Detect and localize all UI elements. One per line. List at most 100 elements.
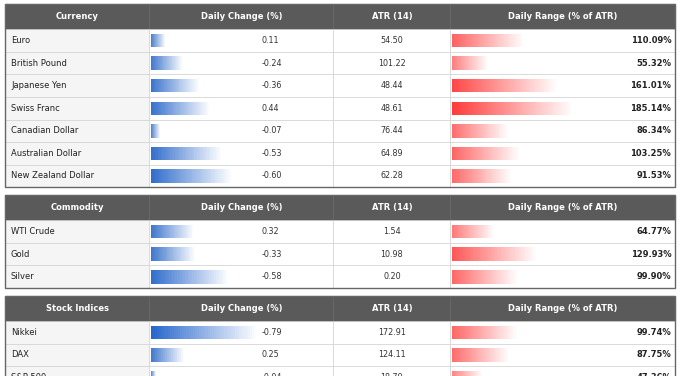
Bar [179, 79, 180, 92]
Bar [456, 124, 458, 138]
Bar [509, 34, 510, 47]
Bar [480, 124, 481, 138]
Bar [522, 34, 524, 47]
Bar [500, 34, 502, 47]
Bar [163, 169, 165, 183]
Bar [454, 225, 455, 238]
Bar [150, 265, 333, 288]
Bar [166, 102, 167, 115]
Bar [494, 124, 495, 138]
Bar [222, 326, 224, 339]
Bar [467, 34, 469, 47]
Bar [509, 147, 510, 160]
Bar [514, 102, 516, 115]
Bar [493, 225, 494, 238]
Bar [450, 165, 675, 187]
Bar [239, 326, 241, 339]
Bar [509, 79, 511, 92]
Bar [461, 225, 462, 238]
Bar [481, 147, 482, 160]
Bar [544, 79, 546, 92]
Bar [460, 326, 462, 339]
Bar [486, 270, 488, 284]
Bar [477, 147, 479, 160]
Bar [172, 79, 173, 92]
Bar [508, 34, 509, 47]
Bar [169, 102, 171, 115]
Bar [467, 326, 468, 339]
Bar [505, 326, 506, 339]
Bar [196, 270, 197, 284]
Bar [510, 34, 511, 47]
Bar [475, 34, 476, 47]
Text: 55.32%: 55.32% [636, 59, 671, 68]
Bar [164, 348, 165, 362]
Bar [462, 270, 464, 284]
Bar [165, 326, 167, 339]
Text: 129.93%: 129.93% [630, 250, 671, 259]
Bar [170, 247, 171, 261]
Bar [188, 270, 190, 284]
Bar [184, 326, 186, 339]
Text: 0.11: 0.11 [262, 36, 279, 45]
Bar [469, 247, 470, 261]
Bar [485, 34, 486, 47]
Bar [158, 102, 159, 115]
Bar [193, 102, 194, 115]
Bar [570, 102, 572, 115]
Text: 161.01%: 161.01% [630, 81, 671, 90]
Bar [488, 225, 489, 238]
Text: 87.75%: 87.75% [636, 350, 671, 359]
Bar [456, 225, 457, 238]
Bar [568, 102, 570, 115]
Bar [166, 225, 167, 238]
Bar [160, 79, 161, 92]
Bar [517, 147, 519, 160]
Bar [167, 102, 169, 115]
Bar [488, 147, 489, 160]
Text: 48.61: 48.61 [381, 104, 403, 113]
Bar [501, 147, 502, 160]
Bar [483, 124, 485, 138]
Bar [501, 326, 503, 339]
Bar [453, 326, 454, 339]
Bar [159, 79, 160, 92]
Bar [189, 147, 190, 160]
Bar [510, 147, 511, 160]
Bar [193, 326, 195, 339]
Bar [450, 344, 675, 366]
Bar [486, 348, 487, 362]
Bar [469, 225, 470, 238]
Bar [165, 348, 166, 362]
Bar [174, 348, 175, 362]
Bar [477, 169, 479, 183]
Text: Daily Change (%): Daily Change (%) [201, 203, 282, 212]
Bar [176, 247, 177, 261]
Bar [496, 348, 498, 362]
Bar [172, 147, 173, 160]
Bar [151, 56, 152, 70]
Bar [151, 247, 152, 261]
Bar [491, 147, 492, 160]
Bar [508, 247, 509, 261]
Bar [163, 326, 165, 339]
Bar [477, 270, 478, 284]
Bar [464, 34, 465, 47]
Bar [541, 79, 543, 92]
Bar [497, 247, 498, 261]
Bar [245, 326, 248, 339]
Bar [226, 326, 228, 339]
Bar [154, 147, 155, 160]
Bar [171, 348, 172, 362]
Bar [454, 348, 455, 362]
Bar [497, 169, 498, 183]
Bar [450, 4, 675, 29]
Bar [482, 147, 483, 160]
Bar [220, 326, 222, 339]
Bar [333, 366, 450, 376]
Bar [492, 348, 493, 362]
Text: 103.25%: 103.25% [630, 149, 671, 158]
Bar [511, 79, 513, 92]
Bar [158, 225, 159, 238]
Bar [479, 147, 480, 160]
